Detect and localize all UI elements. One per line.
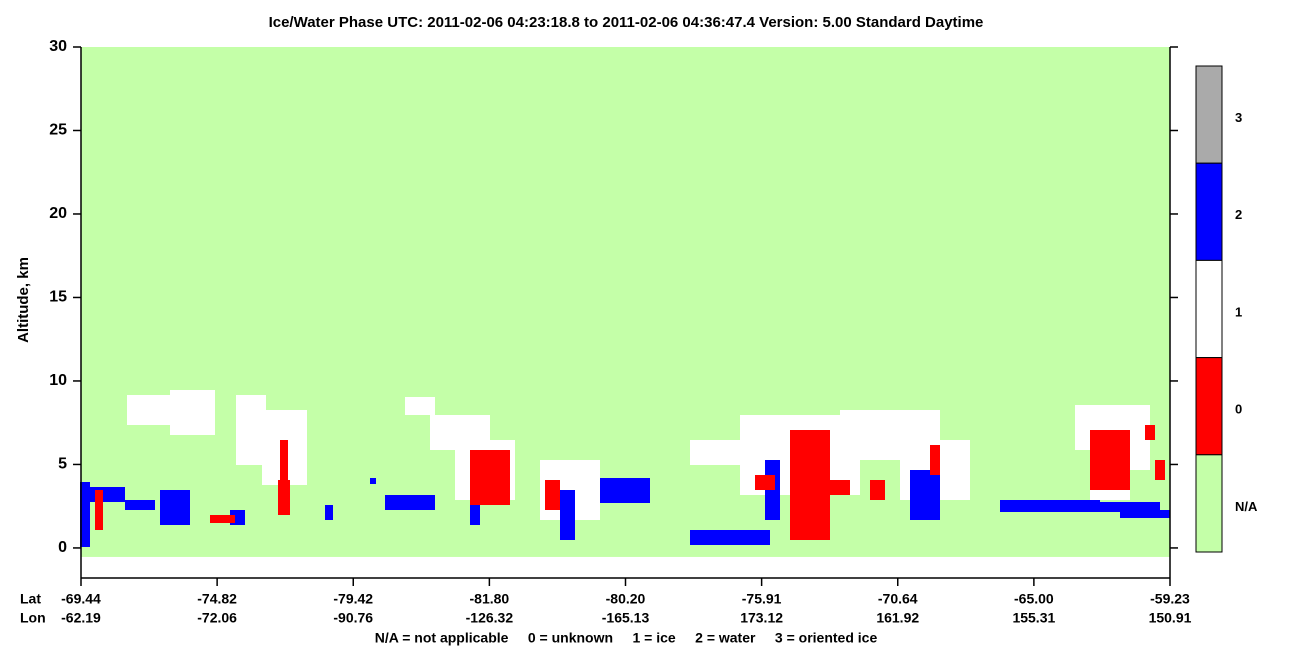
cloud-feature xyxy=(910,470,940,520)
colorbar-segment xyxy=(1195,162,1223,261)
y-tick-label: 5 xyxy=(58,456,67,473)
lon-label: -90.76 xyxy=(333,610,373,626)
cloud-feature xyxy=(690,530,770,545)
cloud-feature xyxy=(470,505,480,525)
colorbar-segment xyxy=(1195,65,1223,164)
lon-label: -126.32 xyxy=(466,610,514,626)
cloud-feature xyxy=(280,440,288,515)
cloud-feature xyxy=(236,395,266,465)
y-tick-label: 25 xyxy=(49,122,67,139)
lat-label: -70.64 xyxy=(878,591,918,607)
y-tick-label: 10 xyxy=(49,372,67,389)
footer-legend: N/A = not applicable 0 = unknown 1 = ice… xyxy=(375,630,878,646)
cloud-feature xyxy=(755,475,775,490)
lat-label: -80.20 xyxy=(606,591,646,607)
cloud-feature xyxy=(385,495,435,510)
cloud-feature xyxy=(1100,502,1160,512)
lon-label: -62.19 xyxy=(61,610,101,626)
colorbar-label: 1 xyxy=(1235,304,1242,319)
cloud-feature xyxy=(545,480,560,510)
cloud-feature xyxy=(1155,460,1165,480)
cloud-feature xyxy=(125,500,155,510)
cloud-feature xyxy=(80,482,90,547)
lon-label: 150.91 xyxy=(1149,610,1192,626)
lat-row-label: Lat xyxy=(20,591,41,607)
colorbar-segment xyxy=(1195,454,1223,553)
lon-label: 161.92 xyxy=(876,610,919,626)
colorbar-label: 2 xyxy=(1235,207,1242,222)
y-tick-label: 30 xyxy=(49,38,67,55)
chart-title: Ice/Water Phase UTC: 2011-02-06 04:23:18… xyxy=(269,14,984,31)
cloud-feature xyxy=(830,480,850,495)
colorbar-label: 3 xyxy=(1235,110,1242,125)
cloud-feature xyxy=(1120,510,1170,518)
lon-label: 155.31 xyxy=(1012,610,1055,626)
cloud-feature xyxy=(1090,430,1130,490)
lon-label: -165.13 xyxy=(602,610,650,626)
lat-label: -81.80 xyxy=(470,591,510,607)
cloud-feature xyxy=(325,505,333,520)
colorbar-label: N/A xyxy=(1235,499,1258,514)
cloud-feature xyxy=(930,445,940,475)
cloud-feature xyxy=(210,515,235,523)
y-axis-label: Altitude, km xyxy=(15,257,32,343)
lat-label: -65.00 xyxy=(1014,591,1054,607)
cloud-feature xyxy=(170,390,215,435)
colorbar-segment xyxy=(1195,259,1223,359)
cloud-feature xyxy=(870,480,885,500)
colorbar-segment xyxy=(1195,357,1223,456)
cloud-feature xyxy=(278,480,290,515)
cloud-feature xyxy=(480,475,500,505)
lat-label: -75.91 xyxy=(742,591,782,607)
cloud-feature xyxy=(405,397,435,415)
cloud-feature xyxy=(370,478,376,484)
colorbar-label: 0 xyxy=(1235,402,1242,417)
y-tick-label: 20 xyxy=(49,205,67,222)
lon-label: 173.12 xyxy=(740,610,783,626)
lat-label: -74.82 xyxy=(197,591,237,607)
lat-label: -59.23 xyxy=(1150,591,1190,607)
cloud-feature xyxy=(600,478,650,503)
y-tick-label: 15 xyxy=(49,289,67,306)
cloud-feature xyxy=(790,430,830,540)
cloud-feature xyxy=(1000,500,1100,512)
lon-label: -72.06 xyxy=(197,610,237,626)
y-tick-label: 0 xyxy=(58,539,67,556)
cloud-feature xyxy=(95,490,103,530)
lat-label: -69.44 xyxy=(61,591,101,607)
cloud-feature xyxy=(160,490,190,525)
cloud-feature xyxy=(1145,425,1155,440)
lat-label: -79.42 xyxy=(333,591,373,607)
lon-row-label: Lon xyxy=(20,610,46,626)
cloud-feature xyxy=(560,490,575,540)
